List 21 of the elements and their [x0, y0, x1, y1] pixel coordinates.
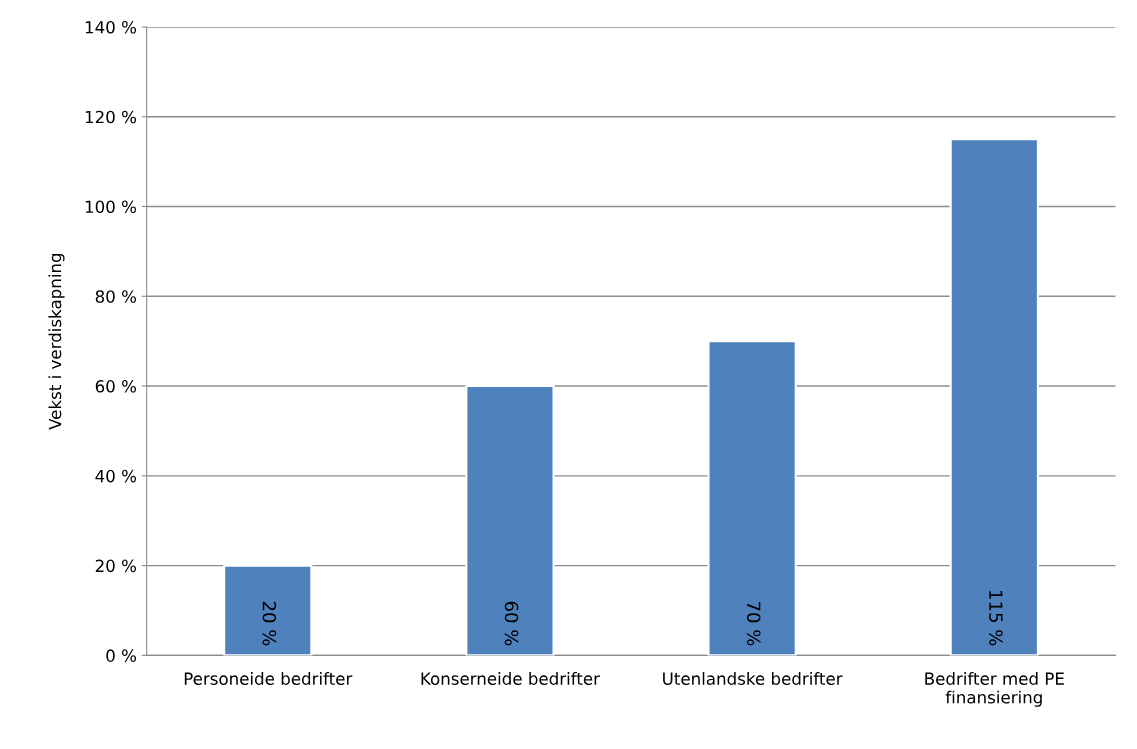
- y-tick-label: 80 %: [95, 290, 137, 303]
- data-label: 60 %: [504, 601, 519, 646]
- y-tick-label: 0 %: [106, 649, 137, 662]
- bar: [949, 138, 1039, 656]
- bar: [223, 564, 313, 656]
- y-tick-label: 20 %: [95, 559, 137, 573]
- data-label: 70 %: [746, 602, 761, 646]
- data-label: 20 %: [262, 601, 277, 646]
- x-tick-label: Bedrifter med PE finansiering: [925, 672, 1064, 707]
- y-tick-label: 140 %: [85, 20, 137, 34]
- x-tick-label: Personeide bedrifter: [184, 672, 353, 685]
- bar: [465, 385, 555, 656]
- x-tick-label: Konserneide bedrifter: [421, 672, 600, 685]
- bar: [707, 340, 797, 656]
- x-tick-label: Utenlandske bedrifter: [663, 672, 843, 685]
- data-label: 115 %: [989, 591, 1003, 646]
- y-tick-label: 100 %: [85, 200, 137, 214]
- y-axis-title: Vekst i verdiskapning: [48, 253, 65, 430]
- y-tick-label: 40 %: [95, 469, 137, 483]
- y-tick-label: 120 %: [85, 110, 137, 124]
- y-tick-label: 60 %: [95, 380, 137, 393]
